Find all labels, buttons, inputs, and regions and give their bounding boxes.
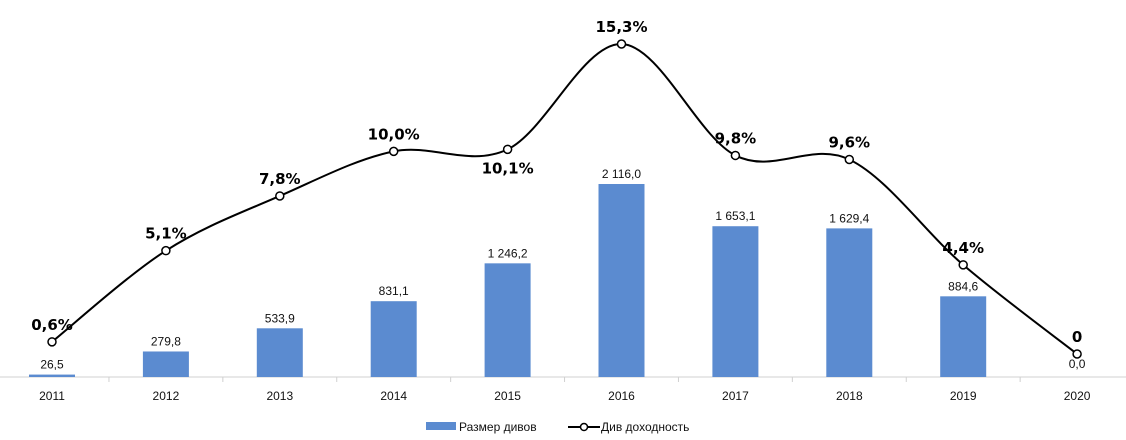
line-marker: [275, 191, 285, 201]
legend: Размер дивов Див доходность: [426, 420, 689, 434]
line-data-label: 9,6%: [828, 133, 870, 151]
x-axis-label: 2017: [722, 389, 749, 403]
bar-data-label: 279,8: [151, 334, 181, 348]
bar: [29, 374, 75, 377]
x-axis-ticks: [108, 377, 1021, 382]
line-marker: [161, 245, 171, 256]
x-axis-label: 2013: [266, 389, 293, 403]
line-marker: [958, 260, 968, 270]
x-axis-label: 2018: [836, 389, 863, 403]
line-marker: [730, 150, 741, 161]
line-marker: [47, 337, 57, 347]
legend-bar-label: Размер дивов: [459, 420, 537, 434]
line-data-label: 5,1%: [145, 225, 187, 243]
line-data-label: 0,6%: [31, 316, 73, 334]
line-marker: [388, 146, 399, 157]
bar-data-label: 884,6: [948, 279, 978, 293]
bar-data-label: 1 629,4: [829, 211, 869, 225]
bar: [598, 184, 645, 377]
bar: [712, 226, 759, 377]
line-data-label: 15,3%: [595, 18, 647, 36]
x-axis-label: 2019: [950, 389, 977, 403]
line-marker: [1072, 349, 1082, 359]
legend-line-label: Див доходность: [601, 420, 689, 434]
line-data-label: 10,0%: [368, 125, 420, 143]
line-marker: [616, 39, 627, 49]
line-data-label: 10,1%: [482, 159, 534, 177]
x-axis-label: 2011: [39, 389, 65, 403]
line-data-label: 4,4%: [942, 239, 984, 257]
x-axis-label: 2020: [1064, 389, 1091, 403]
bar-data-label: 2 116,0: [602, 167, 641, 181]
line-data-label: 7,8%: [259, 170, 301, 188]
x-axis-label: 2014: [380, 389, 407, 403]
line-data-label: 0: [1072, 328, 1082, 346]
bar-data-label: 1 246,2: [488, 246, 528, 260]
bar-data-label: 1 653,1: [715, 209, 755, 223]
bar-data-label: 0,0: [1069, 357, 1086, 371]
line-marker: [844, 154, 855, 165]
line-series: [51, 42, 1078, 355]
bar: [256, 328, 303, 377]
line-data-labels: 0,6% 5,1% 7,8% 10,0% 10,1% 15,3% 9,8% 9,6% 4,4% 0: [31, 18, 1082, 346]
bar-data-label: 26,5: [40, 358, 64, 372]
legend-line-marker: [579, 422, 589, 432]
x-axis-label: 2012: [153, 389, 180, 403]
bar: [370, 301, 417, 377]
bar: [826, 228, 873, 377]
bar-data-labels: 26,5 279,8 533,9 831,1 1 246,2 2 116,0 1 653,1…: [40, 167, 1085, 372]
x-axis-label: 2016: [608, 389, 635, 403]
bar: [484, 263, 531, 377]
bar: [142, 351, 189, 377]
legend-bar-swatch: [426, 422, 456, 430]
x-axis-label: 2015: [494, 389, 521, 403]
line-markers: [47, 39, 1082, 359]
bar-series: [29, 184, 987, 377]
line-marker: [502, 144, 513, 155]
line-data-label: 9,8%: [715, 129, 757, 147]
x-axis-labels: 2011 2012 2013 2014 2015 2016 2017 2018 2019 2020: [39, 389, 1091, 403]
bar-data-label: 831,1: [379, 284, 409, 298]
bar: [940, 296, 987, 377]
bar-data-label: 533,9: [265, 311, 295, 325]
